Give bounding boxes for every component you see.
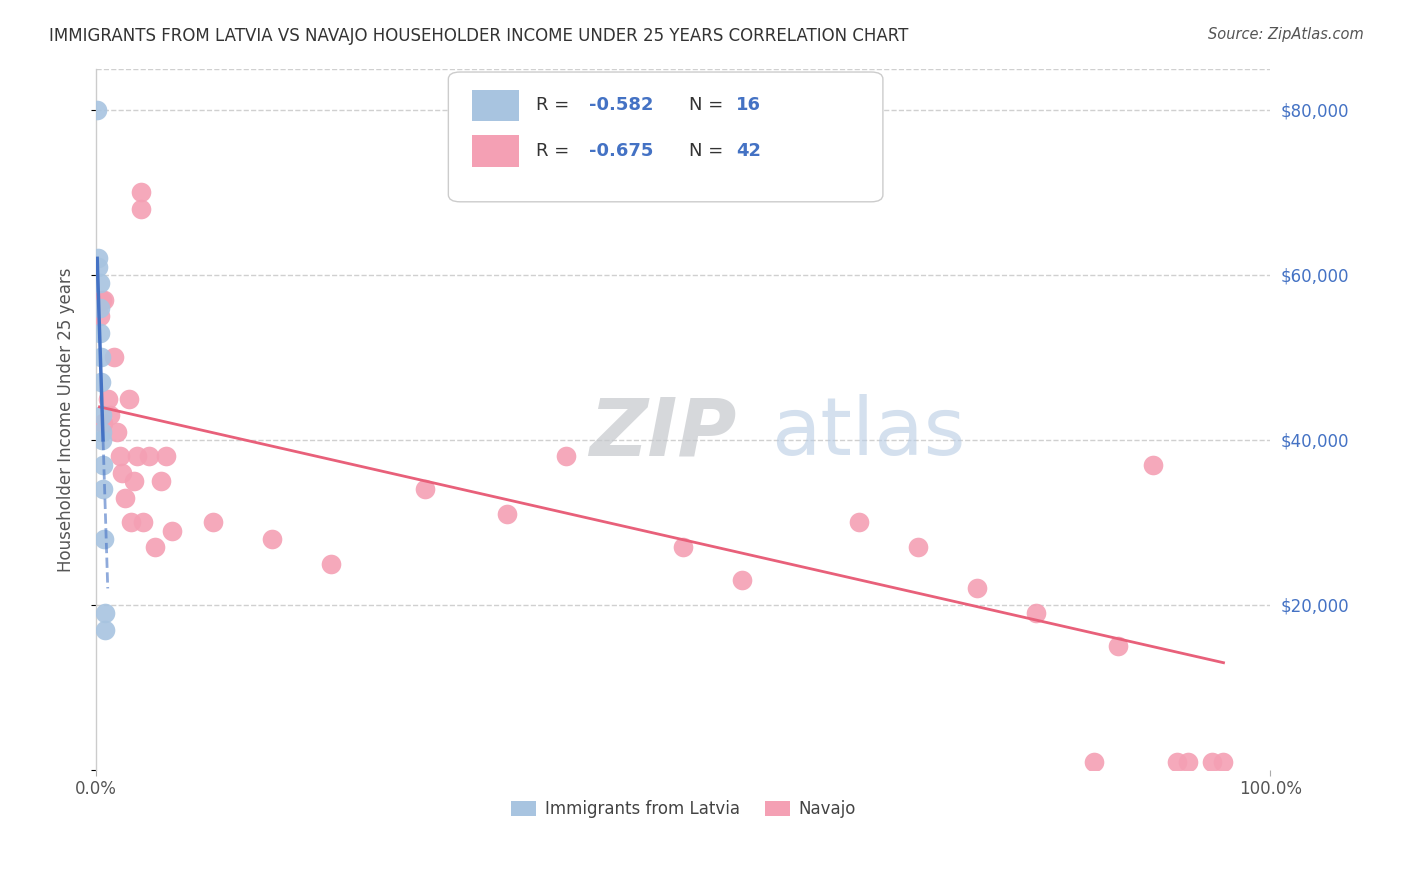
Text: R =: R =: [537, 142, 575, 160]
Text: atlas: atlas: [772, 394, 966, 472]
Point: [91, 417, 114, 431]
Point: [90, 375, 112, 389]
Point: [413, 483, 436, 497]
Point: [91, 458, 114, 472]
Point: [127, 450, 149, 464]
Text: ZIP: ZIP: [589, 394, 737, 472]
Legend: Immigrants from Latvia, Navajo: Immigrants from Latvia, Navajo: [505, 794, 862, 825]
Point: [1025, 606, 1047, 620]
Text: -0.675: -0.675: [589, 142, 654, 160]
Point: [91, 483, 114, 497]
Point: [90, 425, 112, 439]
FancyBboxPatch shape: [472, 89, 519, 121]
Point: [122, 474, 145, 488]
Text: N =: N =: [689, 96, 730, 114]
Point: [202, 516, 225, 530]
Point: [111, 466, 134, 480]
Point: [319, 557, 342, 571]
Point: [1166, 755, 1188, 769]
Point: [672, 540, 695, 554]
Point: [86, 103, 108, 117]
Point: [94, 606, 117, 620]
Text: 42: 42: [737, 142, 761, 160]
Point: [89, 309, 111, 323]
Point: [149, 474, 172, 488]
Text: IMMIGRANTS FROM LATVIA VS NAVAJO HOUSEHOLDER INCOME UNDER 25 YEARS CORRELATION C: IMMIGRANTS FROM LATVIA VS NAVAJO HOUSEHO…: [49, 27, 908, 45]
Text: N =: N =: [689, 142, 730, 160]
Point: [87, 252, 110, 266]
Point: [138, 450, 160, 464]
Point: [118, 392, 141, 406]
Point: [1201, 755, 1223, 769]
Point: [162, 524, 184, 538]
Text: R =: R =: [537, 96, 575, 114]
Point: [120, 516, 142, 530]
Text: -0.582: -0.582: [589, 96, 654, 114]
FancyBboxPatch shape: [472, 136, 519, 167]
Point: [1212, 755, 1234, 769]
Point: [731, 573, 754, 587]
Point: [89, 276, 111, 290]
Point: [87, 260, 110, 274]
Point: [93, 293, 115, 307]
Point: [98, 408, 121, 422]
Point: [1142, 458, 1164, 472]
Point: [90, 351, 112, 365]
Point: [114, 491, 136, 505]
Point: [554, 450, 576, 464]
Point: [848, 516, 870, 530]
Text: 16: 16: [737, 96, 761, 114]
Point: [155, 450, 177, 464]
Y-axis label: Householder Income Under 25 years: Householder Income Under 25 years: [58, 267, 75, 572]
Point: [132, 516, 155, 530]
Point: [129, 202, 152, 216]
Point: [1083, 755, 1105, 769]
Point: [103, 351, 125, 365]
Point: [907, 540, 929, 554]
Point: [129, 186, 152, 200]
Point: [94, 623, 117, 637]
Point: [143, 540, 166, 554]
Point: [262, 532, 284, 546]
Point: [108, 450, 131, 464]
Point: [496, 507, 519, 521]
Point: [97, 392, 120, 406]
Point: [966, 582, 988, 596]
Point: [105, 425, 128, 439]
Point: [89, 326, 111, 340]
Point: [90, 293, 112, 307]
Point: [1107, 639, 1129, 653]
Point: [90, 433, 112, 447]
Point: [1177, 755, 1199, 769]
Point: [89, 301, 111, 315]
FancyBboxPatch shape: [449, 72, 883, 202]
Text: Source: ZipAtlas.com: Source: ZipAtlas.com: [1208, 27, 1364, 42]
Point: [90, 408, 112, 422]
Point: [93, 532, 115, 546]
